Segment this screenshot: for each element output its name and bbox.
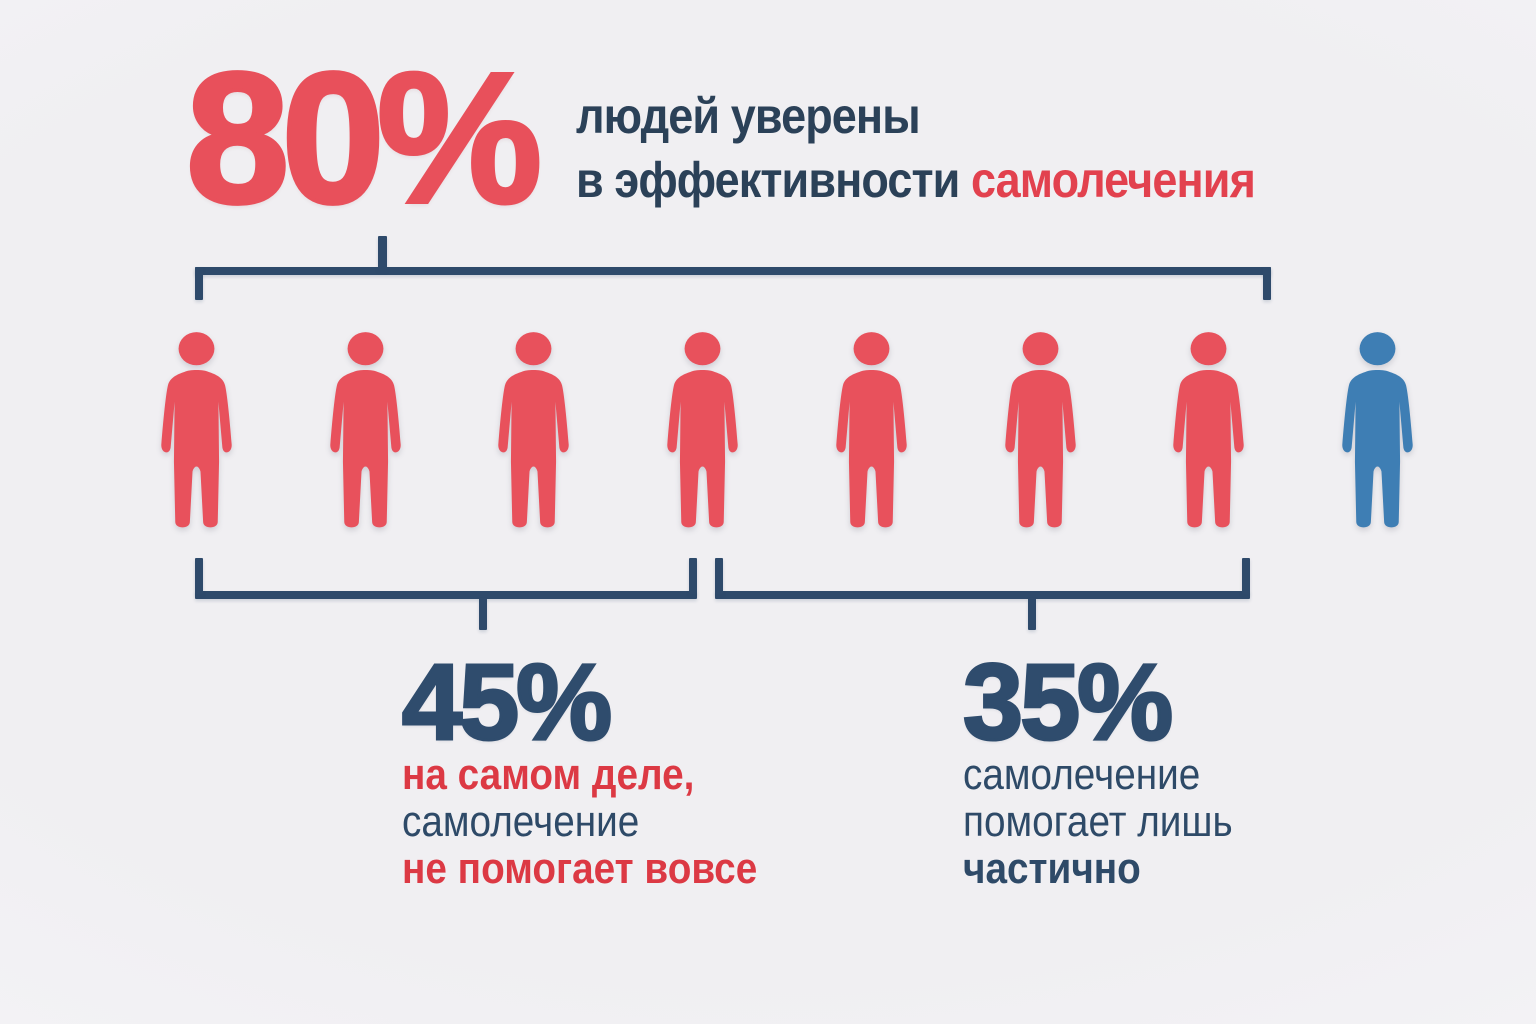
- stat-80-percent: 80%: [184, 35, 544, 242]
- figures-row: [160, 331, 1414, 531]
- person-icon: [160, 331, 233, 531]
- breakdown-line: частично: [963, 844, 1141, 893]
- person-icon: [666, 331, 739, 531]
- breakdown-left: 45% на самом деле, самолечение не помогает…: [400, 641, 757, 892]
- headline-highlight: самолечения: [971, 152, 1256, 208]
- person-icon: [1172, 331, 1245, 531]
- stat-45-percent: 45%: [400, 641, 613, 762]
- headline-text: людей уверены в эффективности самолечени…: [576, 84, 1256, 212]
- left-bracket-left-tick: [195, 558, 203, 594]
- person-icon: [1004, 331, 1077, 531]
- stat-35-percent: 35%: [961, 641, 1174, 762]
- person-icon: [329, 331, 402, 531]
- left-bracket-line: [195, 591, 697, 599]
- left-bracket-stem: [479, 598, 487, 630]
- breakdown-line: самолечение: [402, 797, 640, 846]
- top-bracket-left-tick: [195, 267, 203, 300]
- right-bracket-left-tick: [715, 558, 723, 594]
- breakdown-left-lines: на самом деле, самолечение не помогает вов…: [402, 751, 757, 892]
- person-icon: [497, 331, 570, 531]
- left-bracket-right-tick: [689, 558, 697, 594]
- headline-line2: в эффективности самолечения: [576, 148, 1256, 212]
- breakdown-line: помогает лишь: [963, 797, 1233, 846]
- top-bracket-line: [195, 267, 1271, 275]
- breakdown-line: не помогает вовсе: [402, 844, 758, 893]
- top-bracket-right-tick: [1263, 267, 1271, 300]
- breakdown-right-lines: самолечение помогает лишь частично: [963, 751, 1233, 892]
- breakdown-right: 35% самолечение помогает лишь частично: [961, 641, 1232, 892]
- person-icon: [1341, 331, 1414, 531]
- headline-line1: людей уверены: [576, 88, 921, 144]
- breakdown-line: на самом деле,: [402, 750, 695, 799]
- person-icon: [835, 331, 908, 531]
- breakdown-line: самолечение: [963, 750, 1201, 799]
- right-bracket-right-tick: [1242, 558, 1250, 594]
- top-bracket-stem: [378, 236, 387, 270]
- right-bracket-line: [715, 591, 1250, 599]
- headline-line2-prefix: в эффективности: [576, 152, 972, 208]
- right-bracket-stem: [1028, 598, 1036, 630]
